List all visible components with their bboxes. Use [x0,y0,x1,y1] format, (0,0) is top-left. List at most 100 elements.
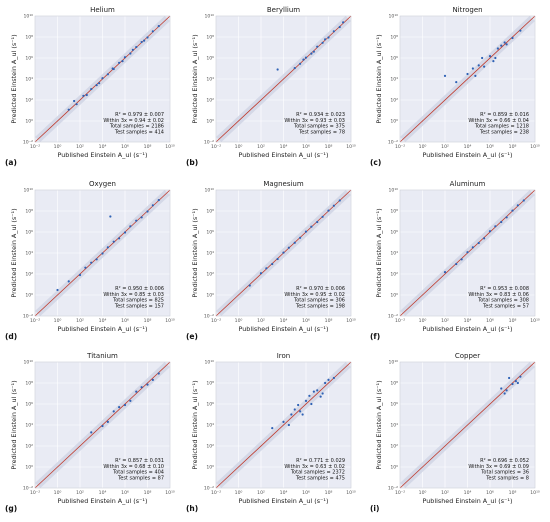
x-tick-label: 10⁸ [144,144,152,150]
y-tick-label: 10⁰ [206,465,214,471]
data-point [90,87,93,91]
plot-frame [34,189,171,317]
data-point [494,225,497,228]
x-tick-label: 10¹⁰ [530,490,540,496]
panel-title: Aluminum [450,180,486,188]
x-tick-label: 10⁶ [486,318,494,324]
x-tick-label: 10⁴ [464,144,472,150]
x-axis-label: Published Einstein A_ul (s⁻¹) [423,151,513,159]
data-point [327,36,330,39]
panel-title: Titanium [86,352,118,360]
data-point [327,209,330,212]
x-tick-label: 10⁻² [211,144,221,150]
data-point [505,43,508,46]
data-point [135,390,138,393]
y-tick-label: 10⁶ [390,56,398,62]
y-tick-label: 10⁴ [390,77,398,83]
y-tick-label: 10⁶ [390,402,398,408]
x-tick-label: 10⁻² [395,318,405,324]
y-tick-label: 10⁶ [206,56,214,62]
data-point [519,375,522,378]
panel-title: Oxygen [89,180,116,188]
x-tick-label: 10⁶ [121,318,129,324]
y-tick-label: 10¹⁰ [23,188,33,194]
y-axis-label: Predicted Einstein A_ul (s⁻¹) [191,380,199,469]
data-point [75,103,78,106]
x-tick-label: 10² [257,490,265,496]
plot-frame [215,15,352,143]
stat-r2: R² = 0.979 ± 0.007 [115,112,164,118]
x-tick-label: 10² [257,144,265,150]
y-tick-label: 10⁻² [23,140,33,146]
y-tick-label: 10⁸ [390,209,398,215]
data-point [319,395,322,398]
identity-line [215,361,352,489]
data-point [310,52,313,55]
y-tick-label: 10² [206,272,214,278]
data-point [312,50,315,53]
x-tick-label: 10¹⁰ [346,318,356,324]
y-tick-label: 10⁶ [25,402,33,408]
x-tick-label: 10² [76,318,84,324]
y-tick-label: 10⁶ [206,230,214,236]
data-point [483,237,486,240]
panel-copper: 10⁻²10⁻² 10⁰ 10⁰ 10² 10² 10⁴ 10⁴ 10⁶ 10⁶ 10⁸ 10⁸ 10… [370,352,540,513]
data-point [304,399,308,402]
panel-titanium: 10⁻²10⁻² 10⁰ 10⁰ 10² 10² 10⁴ 10⁴ 10⁶ 10⁶ 10⁸ 10⁸ 10… [5,352,175,513]
x-tick-label: 10⁰ [54,318,62,324]
data-point [324,381,327,385]
stat-within: Within 3x = 0.69 ± 0.09 [468,464,529,470]
data-point [282,420,285,423]
y-tick-label: 10⁴ [206,77,214,83]
data-point [477,241,480,245]
y-tick-label: 10¹⁰ [204,188,214,194]
data-point [67,280,70,283]
data-point [287,423,290,427]
x-tick-label: 10⁸ [325,490,333,496]
plot-frame [399,15,536,143]
stat-within: Within 3x = 0.63 ± 0.02 [284,464,345,470]
y-tick-label: 10⁸ [390,381,398,387]
x-axis-label: Published Einstein A_ul (s⁻¹) [423,325,513,333]
data-point [308,394,311,397]
y-axis-label: Predicted Einstein A_ul (s⁻¹) [191,34,199,123]
y-tick-label: 10² [25,272,33,278]
stat-test: Test samples = 238 [479,129,529,135]
data-point [123,56,127,59]
data-point [342,21,345,24]
panel-label: (f) [370,332,380,341]
plot-frame [215,361,352,489]
y-axis-label: Predicted Einstein A_ul (s⁻¹) [375,208,383,297]
data-point [146,383,149,386]
panel-title: Beryllium [267,6,300,14]
x-tick-label: 10⁶ [486,144,494,150]
data-point [129,225,132,228]
y-tick-label: 10² [206,444,214,450]
data-point [299,62,302,65]
stat-test: Test samples = 8 [485,475,529,481]
x-tick-label: 10⁻² [30,144,40,150]
y-axis-label: Predicted Einstein A_ul (s⁻¹) [375,380,383,469]
data-point [301,413,304,416]
stat-total: Total samples = 404 [112,470,164,476]
x-tick-label: 10¹⁰ [346,490,356,496]
y-tick-label: 10⁶ [25,56,33,62]
data-point [522,199,525,202]
data-point [287,246,290,249]
data-point [460,258,463,261]
data-point [90,431,93,434]
panel-title: Helium [90,6,115,14]
x-tick-label: 10⁸ [144,490,152,496]
x-tick-label: 10¹⁰ [530,318,540,324]
stat-total: Total samples = 306 [293,298,345,304]
data-point [321,41,324,44]
data-point [338,25,341,29]
y-tick-label: 10⁻² [388,314,398,320]
data-point [140,386,143,389]
x-tick-label: 10¹⁰ [530,144,540,150]
x-tick-label: 10⁸ [144,318,152,324]
data-point [332,204,335,207]
data-point [316,45,319,48]
data-point [505,216,508,219]
data-point [492,60,495,63]
